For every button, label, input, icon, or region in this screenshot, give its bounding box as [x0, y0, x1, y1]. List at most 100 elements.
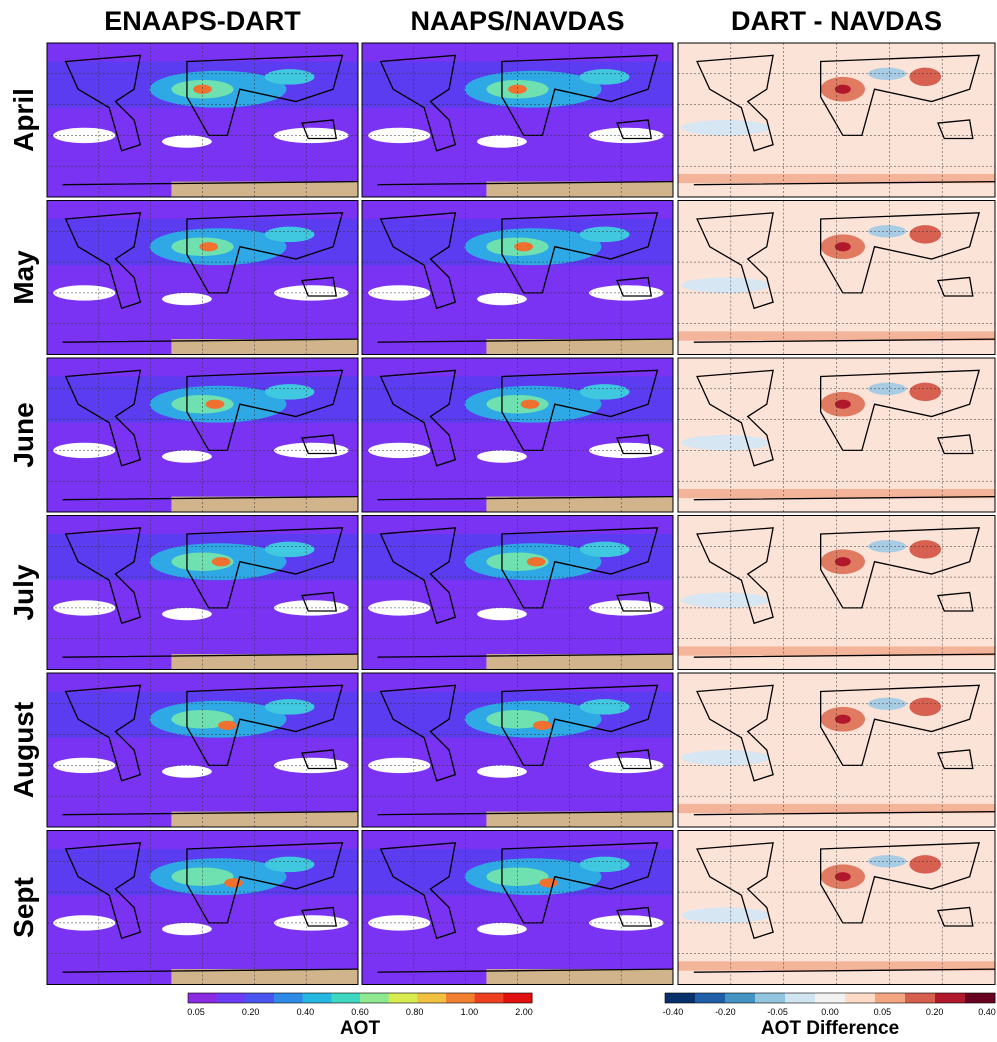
map [678, 516, 995, 670]
map-panel [678, 358, 995, 512]
column-title: NAAPS/NAVDAS [410, 6, 624, 36]
map [362, 673, 673, 827]
aerosol [206, 400, 225, 409]
antarctica [486, 497, 673, 512]
colorbar-tick-label: 0.20 [242, 1007, 260, 1017]
colorbar-segment [845, 993, 876, 1003]
map-panel [362, 516, 673, 670]
colorbar-segment [217, 993, 246, 1003]
map-panel [47, 673, 358, 827]
diff [835, 85, 851, 94]
colorbar-tick-label: 0.05 [187, 1007, 205, 1017]
colorbar-title: AOT [340, 1018, 381, 1039]
diff [835, 242, 851, 251]
colorbar-tick-label: 0.80 [406, 1007, 424, 1017]
diff [909, 383, 941, 401]
map [678, 673, 995, 827]
diff [681, 120, 770, 135]
colorbar-segment [389, 993, 418, 1003]
diff [681, 593, 770, 608]
antarctica [171, 812, 358, 827]
colorbar-segment [475, 993, 504, 1003]
colorbar-tick-label: 0.40 [297, 1007, 315, 1017]
map [678, 43, 995, 197]
clear [162, 765, 212, 777]
map [47, 673, 358, 827]
map-panel [47, 358, 358, 512]
map-panel [362, 831, 673, 985]
aerosol [514, 242, 533, 251]
map [362, 516, 673, 670]
diff [909, 855, 941, 873]
map-panel [678, 43, 995, 197]
map [678, 831, 995, 985]
clear [477, 135, 527, 147]
map-panel [678, 516, 995, 670]
map-panel [362, 201, 673, 355]
diff [835, 715, 851, 724]
clear [162, 450, 212, 462]
map-panel [678, 673, 995, 827]
colorbar-segment [785, 993, 816, 1003]
colorbar-segment [965, 993, 996, 1003]
aerosol [539, 878, 558, 887]
clear [162, 923, 212, 935]
map [362, 201, 673, 355]
diff [909, 540, 941, 558]
map [678, 358, 995, 512]
antarctica [486, 339, 673, 354]
map [362, 43, 673, 197]
colorbar-segment [188, 993, 217, 1003]
colorbar-segment [303, 993, 332, 1003]
column-title: DART - NAVDAS [731, 6, 942, 36]
diff [835, 872, 851, 881]
row-label: April [8, 88, 39, 152]
aerosol [265, 857, 315, 872]
aerosol [218, 721, 237, 730]
colorbar-tick-label: 0.60 [351, 1007, 369, 1017]
antarctica [171, 497, 358, 512]
map-panel [362, 673, 673, 827]
aerosol [527, 557, 546, 566]
colorbar-segment [725, 993, 756, 1003]
aerosol [580, 384, 630, 399]
colorbar-tick-label: 0.20 [926, 1007, 944, 1017]
colorbar-segment [815, 993, 846, 1003]
figure: ENAAPS-DART NAAPS/NAVDAS DART - NAVDAS Apri… [0, 0, 997, 1042]
aerosol [580, 857, 630, 872]
diff [909, 225, 941, 243]
row-label: Sept [8, 877, 39, 938]
colorbar-segment [503, 993, 532, 1003]
map-panel [678, 201, 995, 355]
colorbar-segment [695, 993, 726, 1003]
diff [835, 400, 851, 409]
colorbar-segment [360, 993, 389, 1003]
clear [477, 450, 527, 462]
aerosol [533, 721, 552, 730]
column-title: ENAAPS-DART [104, 6, 301, 36]
map [362, 358, 673, 512]
diff [835, 557, 851, 566]
map-panel [362, 43, 673, 197]
aerosol [265, 384, 315, 399]
colorbar-tick-label: -0.05 [767, 1007, 788, 1017]
colorbar-segment [755, 993, 786, 1003]
colorbar-tick-label: 0.00 [821, 1007, 839, 1017]
map-panel [47, 831, 358, 985]
colorbar-segment [274, 993, 303, 1003]
diff [909, 68, 941, 86]
colorbar-segment [417, 993, 446, 1003]
colorbar-segment [665, 993, 696, 1003]
aerosol [265, 69, 315, 84]
aerosol [265, 227, 315, 242]
map-panel [47, 516, 358, 670]
colorbar-tick-label: 2.00 [515, 1007, 533, 1017]
antarctica [486, 182, 673, 197]
aerosol [580, 227, 630, 242]
map [47, 201, 358, 355]
clear [162, 608, 212, 620]
colorbar-tick-label: 0.40 [978, 1007, 996, 1017]
map [47, 43, 358, 197]
row-label: June [8, 402, 39, 467]
antarctica [486, 969, 673, 984]
